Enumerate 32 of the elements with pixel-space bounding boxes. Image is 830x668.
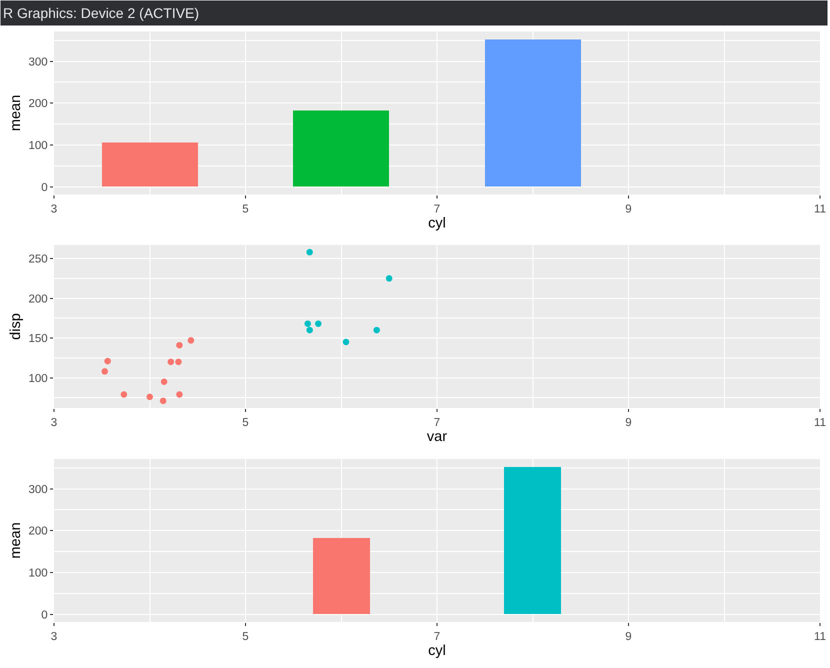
x-tick-label: 11 — [814, 416, 826, 429]
x-tick-label: 9 — [625, 203, 632, 216]
bar — [485, 40, 581, 186]
y-tick-label: 0 — [41, 182, 48, 194]
x-tick-label: 3 — [50, 203, 58, 216]
x-tick-label: 9 — [625, 416, 632, 429]
y-tick-label: 0 — [41, 609, 48, 622]
y-axis-title: mean — [8, 522, 24, 559]
y-tick-label: 100 — [28, 568, 48, 580]
y-tick-label: 250 — [28, 254, 48, 266]
y-axis-title: mean — [8, 94, 24, 132]
point — [386, 275, 392, 282]
y-tick-label: 200 — [28, 293, 48, 306]
chart-title: R Graphics: Device 2 (ACTIVE) — [3, 5, 200, 21]
x-tick-label: 7 — [434, 203, 440, 216]
y-tick-label: 300 — [28, 484, 48, 496]
point — [306, 248, 313, 256]
bar — [102, 142, 198, 186]
x-tick-label: 9 — [625, 630, 632, 643]
x-tick-label: 7 — [434, 630, 440, 643]
x-axis-title: cyl — [428, 215, 446, 232]
y-tick-label: 200 — [28, 98, 48, 110]
x-axis-title: cyl — [428, 642, 446, 659]
y-tick-label: 200 — [28, 526, 48, 538]
x-tick-label: 5 — [242, 203, 249, 216]
y-tick-label: 300 — [28, 56, 48, 68]
x-tick-label: 11 — [814, 203, 826, 216]
bar — [293, 110, 389, 186]
y-tick-label: 100 — [28, 140, 48, 152]
x-tick-label: 5 — [242, 630, 249, 643]
x-tick-label: 11 — [814, 630, 826, 643]
x-tick-label: 3 — [50, 630, 58, 643]
